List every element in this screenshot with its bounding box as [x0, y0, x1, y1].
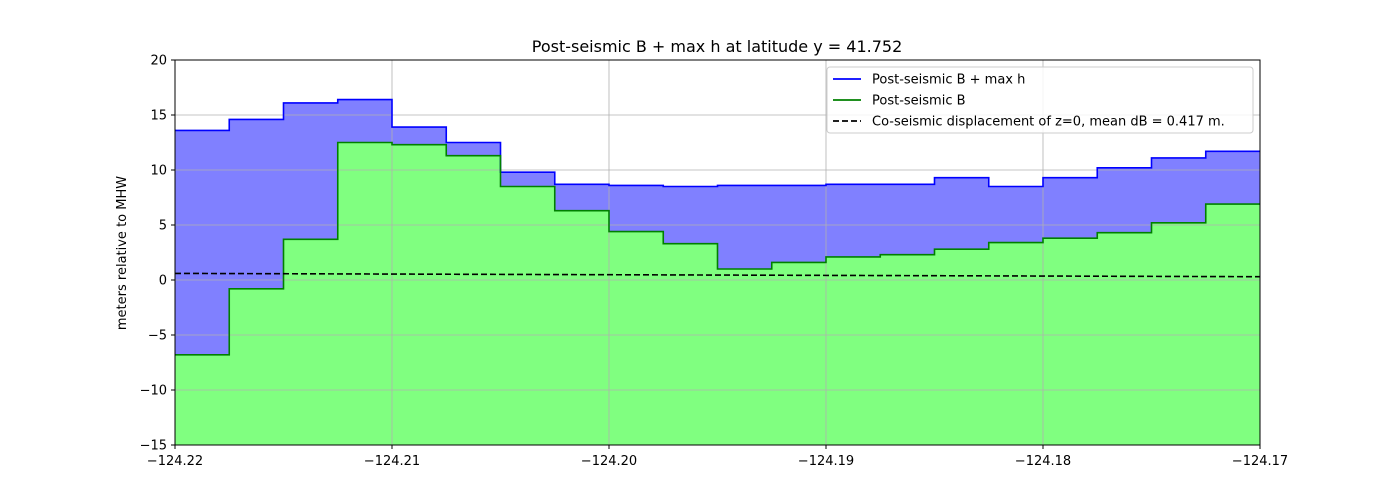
legend: Post-seismic B + max h Post-seismic B Co-s…: [826, 66, 1254, 134]
axes-frame: [174, 59, 1261, 446]
legend-entry: Post-seismic B + max h: [872, 73, 1025, 88]
x-tick-label: −124.18: [1015, 454, 1071, 469]
y-tick-label: 5: [159, 219, 167, 234]
legend-box: [826, 66, 1254, 134]
y-tick-label: 20: [150, 54, 167, 69]
x-tick-label: −124.20: [581, 454, 637, 469]
y-tick-label: 15: [150, 109, 167, 124]
x-tick-label: −124.21: [364, 454, 420, 469]
fill-post-seismic-b: [175, 142, 1260, 445]
series-post-seismic-b: [175, 141, 1260, 356]
legend-entry: Co-seismic displacement of z=0, mean dB …: [872, 115, 1225, 130]
legend-entry: Post-seismic B: [872, 94, 966, 109]
y-tick-label: −5: [148, 329, 167, 344]
y-axis-label: meters relative to MHW: [115, 176, 130, 330]
y-tick-label: 0: [159, 274, 167, 289]
x-tick-label: −124.22: [147, 454, 203, 469]
series-co-seismic-displacement: [174, 272, 1261, 278]
fill-post-seismic-b-max-h: [175, 99, 1260, 355]
x-tick-label: −124.17: [1232, 454, 1288, 469]
chart-title: Post-seismic B + max h at latitude y = 4…: [532, 37, 903, 56]
y-tick-label: −15: [140, 439, 167, 454]
y-tick-label: −10: [140, 384, 167, 399]
y-tick-label: 10: [150, 164, 167, 179]
series-post-seismic-b-max-h: [175, 98, 1260, 188]
x-tick-label: −124.19: [798, 454, 854, 469]
